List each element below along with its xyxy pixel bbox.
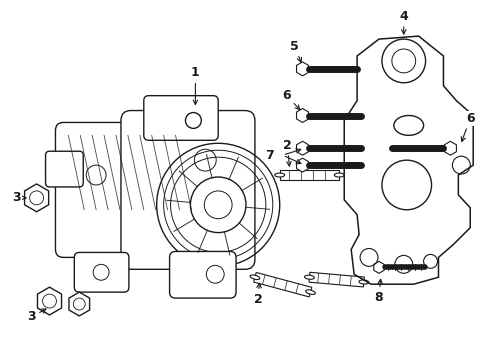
Polygon shape bbox=[296, 62, 308, 76]
Text: 1: 1 bbox=[191, 66, 200, 104]
Polygon shape bbox=[69, 292, 89, 316]
Polygon shape bbox=[296, 141, 308, 155]
FancyBboxPatch shape bbox=[169, 251, 236, 298]
Text: 6: 6 bbox=[460, 112, 473, 141]
FancyBboxPatch shape bbox=[55, 122, 190, 257]
Polygon shape bbox=[444, 141, 455, 155]
Polygon shape bbox=[24, 184, 48, 212]
Ellipse shape bbox=[393, 116, 423, 135]
Polygon shape bbox=[38, 287, 61, 315]
Polygon shape bbox=[253, 273, 311, 297]
Polygon shape bbox=[279, 170, 339, 180]
Text: 6: 6 bbox=[282, 89, 299, 109]
Ellipse shape bbox=[334, 173, 344, 177]
FancyBboxPatch shape bbox=[121, 111, 254, 269]
FancyBboxPatch shape bbox=[45, 151, 83, 187]
Ellipse shape bbox=[304, 275, 314, 279]
Text: 4: 4 bbox=[399, 10, 407, 34]
Polygon shape bbox=[373, 261, 384, 273]
Ellipse shape bbox=[358, 280, 368, 284]
Text: 2: 2 bbox=[283, 139, 291, 166]
FancyBboxPatch shape bbox=[143, 96, 218, 140]
Text: 7: 7 bbox=[265, 149, 274, 162]
Ellipse shape bbox=[305, 290, 315, 294]
FancyBboxPatch shape bbox=[74, 252, 129, 292]
Polygon shape bbox=[308, 272, 364, 287]
Polygon shape bbox=[296, 158, 308, 172]
Ellipse shape bbox=[274, 173, 284, 177]
Text: 8: 8 bbox=[374, 279, 383, 303]
Text: 3: 3 bbox=[27, 309, 46, 323]
Text: 2: 2 bbox=[253, 283, 262, 306]
Ellipse shape bbox=[249, 275, 259, 280]
Polygon shape bbox=[296, 109, 308, 122]
Text: 3: 3 bbox=[12, 192, 26, 204]
Text: 5: 5 bbox=[290, 40, 301, 62]
